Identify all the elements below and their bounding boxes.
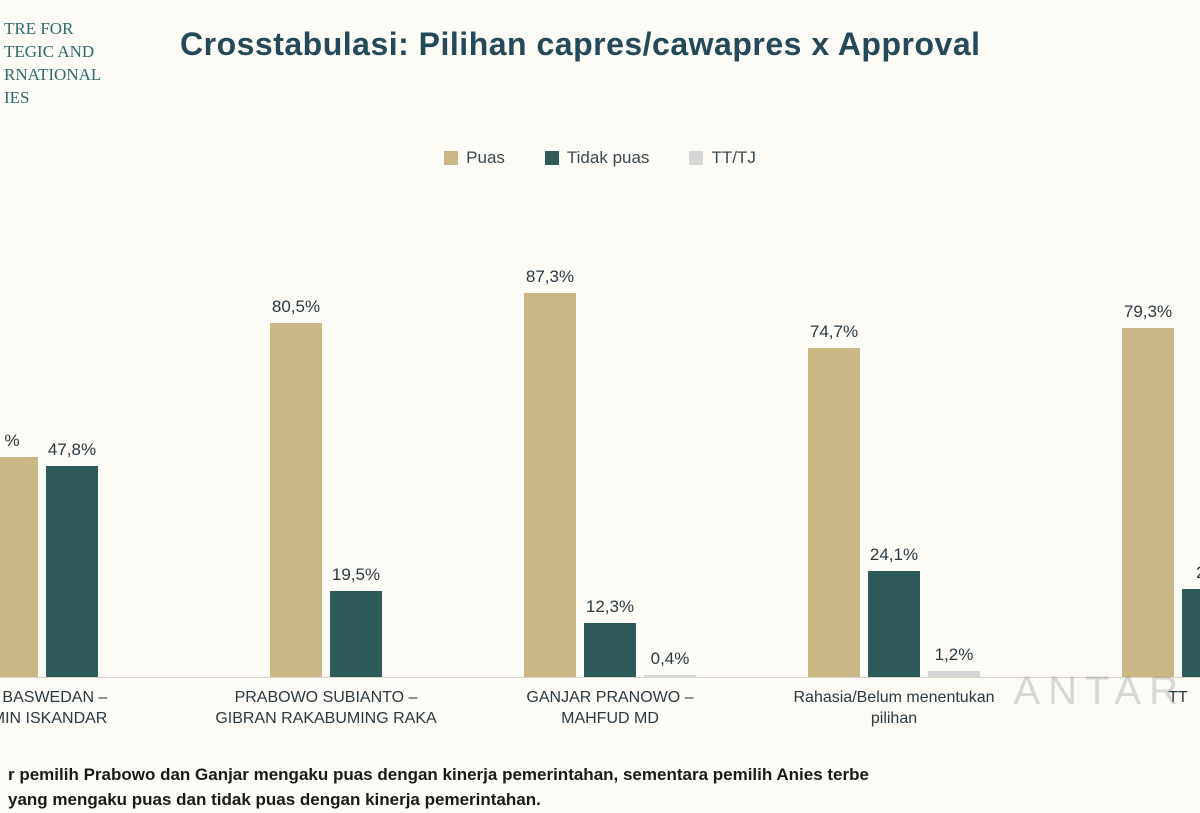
bar-value-label: 79,3% [1124,302,1172,322]
bar-wrap: 19,5% [329,565,383,677]
bar [584,623,636,677]
bar [1122,328,1174,677]
bar [808,348,860,677]
bar-value-label: 12,3% [586,597,634,617]
bar-group: 74,7% 24,1% 1,2% [752,198,1036,677]
bar-value-label: 20, [1196,563,1200,583]
legend-label: Puas [466,148,505,168]
bar-group: 79,3% 20, [1036,198,1200,677]
bar-value-label: 74,7% [810,322,858,342]
legend-swatch [545,151,559,165]
bar [524,293,576,677]
chart-plot-area: % 47,8% 80,5% 19,5% 87,3% 12,3% 0,4% 74,7% 24,1%… [0,198,1200,678]
bar-wrap: 24,1% [867,545,921,677]
bar-value-label: 19,5% [332,565,380,585]
bar-value-label: % [4,431,19,451]
bar [644,675,696,677]
bar [1182,589,1200,677]
org-line: RNATIONAL [4,64,140,87]
bar [330,591,382,677]
legend-swatch [444,151,458,165]
bar-wrap: % [0,431,39,677]
legend-swatch [689,151,703,165]
bar-wrap: 74,7% [807,322,861,677]
bar [46,466,98,676]
org-line: TRE FOR [4,18,140,41]
bar-wrap: 0,4% [643,649,697,677]
x-axis-label: Rahasia/Belum menentukanpilihan [752,688,1036,730]
bar-value-label: 0,4% [651,649,690,669]
bar-wrap: 80,5% [269,297,323,677]
org-label: TRE FOR TEGIC AND RNATIONAL IES [0,18,140,110]
chart-title: Crosstabulasi: Pilihan capres/cawapres x… [180,26,981,63]
watermark: ANTAR [1013,669,1186,714]
bar-wrap: 47,8% [45,440,99,676]
bar-group: % 47,8% [0,198,184,677]
footer-note: r pemilih Prabowo dan Ganjar mengaku pua… [0,763,1200,812]
org-line: TEGIC AND [4,41,140,64]
x-axis-label: PRABOWO SUBIANTO –GIBRAN RAKABUMING RAKA [184,688,468,730]
footer-line: yang mengaku puas dan tidak puas dengan … [8,790,541,809]
legend-item-tidak-puas: Tidak puas [545,148,650,168]
bar [270,323,322,677]
x-axis-label: ES BASWEDAN –AIMIN ISKANDAR [0,688,184,730]
bar-value-label: 80,5% [272,297,320,317]
x-axis-label: GANJAR PRANOWO –MAHFUD MD [468,688,752,730]
footer-line: r pemilih Prabowo dan Ganjar mengaku pua… [8,765,869,784]
bar-value-label: 1,2% [935,645,974,665]
bar-wrap: 1,2% [927,645,981,676]
legend: Puas Tidak puas TT/TJ [0,148,1200,168]
bar-group: 87,3% 12,3% 0,4% [468,198,752,677]
bar [868,571,920,677]
bar-value-label: 24,1% [870,545,918,565]
bar-wrap: 87,3% [523,267,577,677]
legend-item-puas: Puas [444,148,505,168]
legend-label: Tidak puas [567,148,650,168]
bar [928,671,980,676]
bar-wrap: 12,3% [583,597,637,677]
bar [0,457,38,677]
bar-wrap: 20, [1181,563,1200,677]
bar-wrap: 79,3% [1121,302,1175,677]
bar-value-label: 87,3% [526,267,574,287]
bar-group: 80,5% 19,5% [184,198,468,677]
legend-label: TT/TJ [711,148,755,168]
org-line: IES [4,87,140,110]
bar-value-label: 47,8% [48,440,96,460]
legend-item-tttj: TT/TJ [689,148,755,168]
